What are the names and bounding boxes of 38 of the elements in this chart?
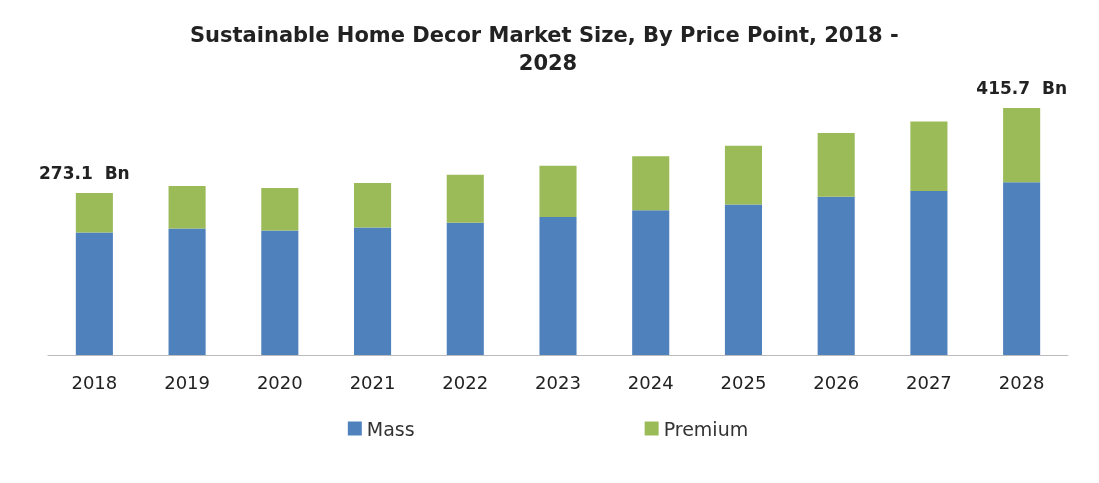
legend-label: Mass (366, 417, 415, 440)
chart-title: Sustainable Home Decor Market Size, By Price Point, 2018 - 2028 (189, 23, 907, 75)
bar (354, 183, 392, 228)
bar (817, 132, 855, 197)
bar (910, 121, 948, 191)
bar (1003, 182, 1041, 355)
bar (261, 188, 299, 231)
annotation: 273.1 Bn (39, 162, 130, 183)
x-tick-label: 2026 (813, 371, 860, 393)
x-tick-label: 2018 (71, 371, 118, 393)
bar (75, 232, 113, 355)
annotation: 415.7 Bn (976, 78, 1067, 98)
x-tick-label: 2020 (256, 371, 303, 393)
bar (354, 227, 392, 355)
bar (446, 222, 484, 355)
bar (817, 196, 855, 355)
bar (632, 156, 670, 211)
x-tick-label: 2025 (720, 371, 767, 393)
x-tick-label: 2021 (349, 371, 396, 393)
bar (724, 204, 762, 355)
bar (168, 186, 206, 229)
x-tick-label: 2024 (627, 371, 674, 393)
bar (1003, 108, 1041, 183)
x-tick-label: 2022 (442, 371, 489, 393)
x-tick-label: 2027 (906, 371, 952, 393)
bar (539, 216, 577, 355)
bar (75, 192, 113, 233)
bar (539, 165, 577, 217)
bar (446, 174, 484, 223)
bar (632, 210, 670, 355)
bar (168, 228, 206, 355)
x-tick-label: 2019 (164, 371, 210, 393)
legend-label: Premium (663, 417, 749, 440)
bar (261, 230, 299, 355)
bar (910, 190, 948, 355)
x-tick-label: 2028 (998, 371, 1045, 393)
x-tick-label: 2023 (535, 371, 581, 393)
bar (724, 145, 762, 205)
